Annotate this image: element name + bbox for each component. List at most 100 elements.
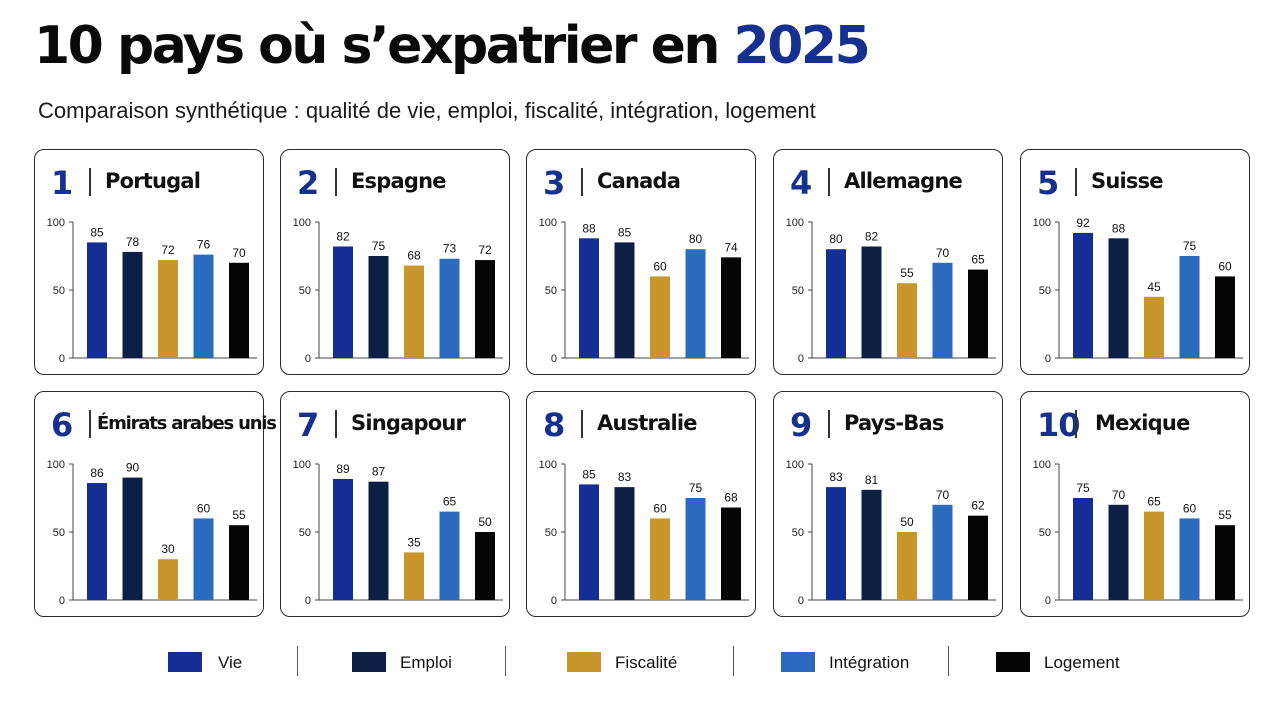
bar-chart: 0 50 100 80 82 55 70 65 xyxy=(786,217,996,365)
value-label: 70 xyxy=(936,488,950,502)
legend-separator xyxy=(505,646,506,676)
bar-fiscalite xyxy=(650,518,670,600)
value-label: 70 xyxy=(232,246,246,260)
value-label: 88 xyxy=(582,221,596,235)
y-tick-label: 100 xyxy=(539,217,557,229)
bar-chart: 0 50 100 86 90 30 60 55 xyxy=(47,459,257,607)
bar-chart: 0 50 100 85 83 60 75 68 xyxy=(539,459,749,607)
country-card: 1 Portugal 0 50 100 85 78 72 76 70 xyxy=(34,149,264,375)
legend-label: Fiscalité xyxy=(615,653,678,672)
bar-fiscalite xyxy=(1144,296,1164,358)
rank-number: 7 xyxy=(297,406,319,444)
value-label: 50 xyxy=(900,515,914,529)
value-label: 74 xyxy=(724,240,738,254)
value-label: 70 xyxy=(1112,488,1126,502)
y-tick-label: 50 xyxy=(792,285,804,297)
country-name: Australie xyxy=(597,411,698,435)
y-tick-label: 0 xyxy=(551,353,557,365)
y-tick-label: 50 xyxy=(792,527,804,539)
value-label: 85 xyxy=(618,225,632,239)
rank-number: 6 xyxy=(51,406,73,444)
value-label: 85 xyxy=(582,467,596,481)
value-label: 72 xyxy=(161,243,175,257)
y-tick-label: 0 xyxy=(1045,353,1051,365)
y-tick-label: 0 xyxy=(1045,595,1051,607)
y-tick-label: 50 xyxy=(1039,285,1051,297)
country-name: Espagne xyxy=(351,169,446,193)
country-card: 6 Émirats arabes unis 0 50 100 86 90 30 60 55 xyxy=(34,391,277,617)
bar-logement xyxy=(475,260,495,358)
bar-fiscalite xyxy=(650,276,670,358)
bar-emploi xyxy=(368,256,389,358)
value-label: 78 xyxy=(126,235,140,249)
value-label: 62 xyxy=(971,499,985,513)
value-label: 65 xyxy=(1147,495,1161,509)
value-label: 68 xyxy=(407,249,421,263)
value-label: 68 xyxy=(724,491,738,505)
bar-emploi xyxy=(861,246,882,358)
y-tick-label: 100 xyxy=(293,217,311,229)
bar-vie xyxy=(87,483,107,600)
rank-separator xyxy=(335,168,337,196)
y-tick-label: 50 xyxy=(1039,527,1051,539)
bar-logement xyxy=(968,269,988,358)
bar-integration xyxy=(193,518,214,600)
rank-number: 1 xyxy=(51,164,73,202)
value-label: 92 xyxy=(1076,216,1090,230)
value-label: 81 xyxy=(865,473,879,487)
value-label: 55 xyxy=(900,266,914,280)
value-label: 90 xyxy=(126,461,140,475)
legend-item-fiscalite: Fiscalité xyxy=(567,652,727,674)
rank-number: 3 xyxy=(543,164,565,202)
rank-separator xyxy=(1075,168,1077,196)
country-name: Canada xyxy=(597,169,681,193)
value-label: 86 xyxy=(90,466,104,480)
value-label: 55 xyxy=(232,508,246,522)
title-year: 2025 xyxy=(733,16,871,76)
bar-chart: 0 50 100 83 81 50 70 62 xyxy=(786,459,996,607)
y-tick-label: 100 xyxy=(539,459,557,471)
value-label: 75 xyxy=(1076,481,1090,495)
country-name: Suisse xyxy=(1091,169,1164,193)
value-label: 80 xyxy=(829,232,843,246)
bar-integration xyxy=(685,249,706,358)
legend-separator xyxy=(948,646,949,676)
legend-label: Vie xyxy=(218,653,243,672)
bar-emploi xyxy=(614,487,635,600)
bar-emploi xyxy=(1108,238,1129,358)
country-card: 5 Suisse 0 50 100 92 88 45 75 60 xyxy=(1020,149,1250,375)
y-tick-label: 100 xyxy=(47,459,65,471)
bar-integration xyxy=(932,262,953,358)
legend: Vie Emploi Fiscalité Intégration Logement xyxy=(0,640,1280,688)
value-label: 60 xyxy=(197,501,211,515)
legend-label: Emploi xyxy=(400,653,452,672)
value-label: 73 xyxy=(443,242,457,256)
value-label: 83 xyxy=(618,470,632,484)
rank-separator xyxy=(89,168,91,196)
y-tick-label: 0 xyxy=(798,353,804,365)
bar-fiscalite xyxy=(158,559,178,600)
bar-integration xyxy=(1179,518,1200,600)
value-label: 70 xyxy=(936,246,950,260)
country-card: 4 Allemagne 0 50 100 80 82 55 70 65 xyxy=(773,149,1003,375)
rank-separator xyxy=(89,410,91,438)
bar-vie xyxy=(333,246,353,358)
value-label: 80 xyxy=(689,232,703,246)
rank-separator xyxy=(1075,410,1077,438)
rank-separator xyxy=(828,168,830,196)
y-tick-label: 50 xyxy=(545,527,557,539)
value-label: 75 xyxy=(1183,239,1197,253)
country-card: 7 Singapour 0 50 100 89 87 35 65 50 xyxy=(280,391,510,617)
bar-integration xyxy=(439,511,460,600)
value-label: 85 xyxy=(90,225,104,239)
value-label: 89 xyxy=(336,462,350,476)
bar-fiscalite xyxy=(897,532,917,600)
bar-chart: 0 50 100 88 85 60 80 74 xyxy=(539,217,749,365)
bar-chart: 0 50 100 75 70 65 60 55 xyxy=(1033,459,1243,607)
value-label: 82 xyxy=(336,229,350,243)
bar-fiscalite xyxy=(1144,511,1164,600)
bar-vie xyxy=(579,484,599,600)
y-tick-label: 50 xyxy=(299,285,311,297)
bar-integration xyxy=(439,258,460,358)
bar-emploi xyxy=(368,481,389,600)
